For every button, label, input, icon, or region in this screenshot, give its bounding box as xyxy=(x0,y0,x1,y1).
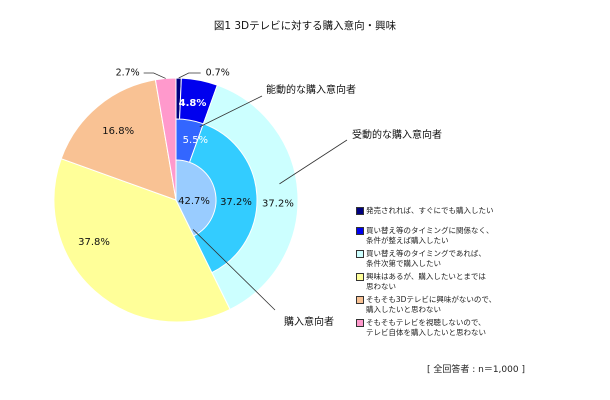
data-label: 37.8% xyxy=(78,237,110,248)
legend-item: そもそも3Dテレビに興味がないので、 購入したいと思わない xyxy=(356,295,497,315)
inner-slice xyxy=(175,159,217,237)
chart-title: 図1 3Dテレビに対する購入意向・興味 xyxy=(214,19,397,32)
data-label: 2.7% xyxy=(116,68,140,79)
annotation-leader xyxy=(199,95,263,128)
legend-label: 買い替え等のタイミングに関係なく、 条件が整えば購入したい xyxy=(366,226,494,245)
legend-item: 興味はあるが、購入したいとまでは 思わない xyxy=(356,272,486,292)
legend-label: 興味はあるが、購入したいとまでは 思わない xyxy=(366,272,486,291)
legend-swatch xyxy=(356,250,364,258)
legend-label: 買い替え等のタイミングであれば、 条件次第で購入したい xyxy=(366,249,486,268)
footnote: [ 全回答者 : n＝1,000 ] xyxy=(427,365,525,375)
annotation-label: 購入意向者 xyxy=(284,315,334,328)
data-label: 0.7% xyxy=(206,68,230,79)
data-label: 5.5% xyxy=(183,135,208,146)
legend-swatch xyxy=(356,273,364,281)
annotation-label: 受動的な購入意向者 xyxy=(352,128,442,141)
legend-swatch xyxy=(356,319,364,327)
legend-swatch xyxy=(356,227,364,235)
pie-slice xyxy=(53,158,231,323)
data-label: 4.8% xyxy=(179,98,207,109)
leader-line xyxy=(178,72,201,79)
pie-slice xyxy=(60,79,177,201)
legend-swatch xyxy=(356,296,364,304)
data-label: 37.2% xyxy=(262,199,294,210)
legend-item: 買い替え等のタイミングであれば、 条件次第で購入したい xyxy=(356,249,486,269)
data-label: 16.8% xyxy=(102,126,134,137)
legend-label: そもそもテレビを視聴しないので、 テレビ自体を購入したいと思わない xyxy=(366,318,486,337)
legend-swatch xyxy=(356,207,364,215)
legend-label: そもそも3Dテレビに興味がないので、 購入したいと思わない xyxy=(366,295,497,314)
legend-item: 発売されれば、すぐにでも購入したい xyxy=(356,206,494,216)
annotation-leader xyxy=(279,139,348,185)
legend-item: 買い替え等のタイミングに関係なく、 条件が整えば購入したい xyxy=(356,226,494,246)
annotation-label: 能動的な購入意向者 xyxy=(266,83,356,96)
annotation-leader xyxy=(192,229,276,311)
leader-line xyxy=(143,72,166,79)
data-label: 37.2% xyxy=(220,197,252,208)
legend-item: そもそもテレビを視聴しないので、 テレビ自体を購入したいと思わない xyxy=(356,318,486,338)
legend-label: 発売されれば、すぐにでも購入したい xyxy=(366,206,494,215)
data-label: 42.7% xyxy=(178,196,210,207)
